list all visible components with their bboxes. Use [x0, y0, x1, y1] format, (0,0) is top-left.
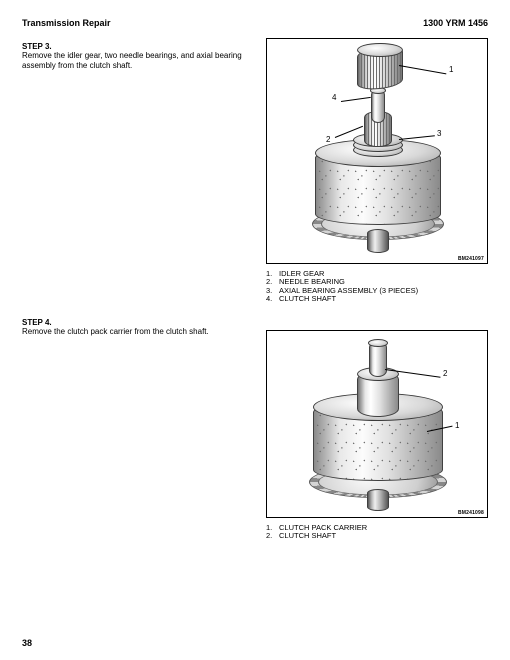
page-header: Transmission Repair 1300 YRM 1456: [22, 18, 488, 28]
legend-num: 4.: [266, 295, 279, 303]
header-left: Transmission Repair: [22, 18, 111, 28]
fig1-clutch-shaft: [371, 89, 385, 123]
fig1-shaft-tip: [367, 229, 389, 253]
step-4: STEP 4. Remove the clutch pack carrier f…: [22, 318, 209, 337]
fig2-label-1: 1: [455, 421, 459, 430]
fig1-label-2: 2: [326, 135, 330, 144]
fig1-label-1: 1: [449, 65, 453, 74]
step-3-body: Remove the idler gear, two needle bearin…: [22, 51, 242, 71]
fig1-line-3: [399, 135, 435, 140]
legend-row: 4.CLUTCH SHAFT: [266, 295, 488, 303]
figure-1-legend: 1.IDLER GEAR 2.NEEDLE BEARING 3.AXIAL BE…: [266, 270, 488, 303]
fig2-shaft-top: [368, 339, 388, 347]
fig1-line-1: [399, 65, 446, 74]
step-4-body: Remove the clutch pack carrier from the …: [22, 327, 209, 337]
fig2-shaft-tip: [367, 489, 389, 511]
page: Transmission Repair 1300 YRM 1456 STEP 3…: [0, 0, 510, 660]
header-right: 1300 YRM 1456: [423, 18, 488, 28]
figure-2-box: 2 1 BM241098: [266, 330, 488, 518]
figure-2-id: BM241098: [457, 510, 485, 516]
fig1-label-4: 4: [332, 93, 336, 102]
figure-1-id: BM241097: [457, 256, 485, 262]
figure-2-legend: 1.CLUTCH PACK CARRIER 2.CLUTCH SHAFT: [266, 524, 488, 541]
step-4-title: STEP 4.: [22, 318, 209, 327]
figure-2: 2 1 BM241098 1.CLUTCH PACK CARRIER 2.CLU…: [266, 330, 488, 541]
figure-1: 1 4 2 3 BM241097 1.IDLER GEAR 2.NEEDLE B…: [266, 38, 488, 303]
legend-row: 2.CLUTCH SHAFT: [266, 532, 488, 540]
fig1-idler-top: [357, 43, 403, 57]
page-number: 38: [22, 638, 32, 648]
fig1-line-4: [341, 97, 371, 102]
fig2-label-2: 2: [443, 369, 447, 378]
legend-text: CLUTCH SHAFT: [279, 532, 336, 540]
legend-num: 2.: [266, 532, 279, 540]
figure-1-box: 1 4 2 3 BM241097: [266, 38, 488, 264]
legend-text: CLUTCH SHAFT: [279, 295, 336, 303]
fig1-label-3: 3: [437, 129, 441, 138]
